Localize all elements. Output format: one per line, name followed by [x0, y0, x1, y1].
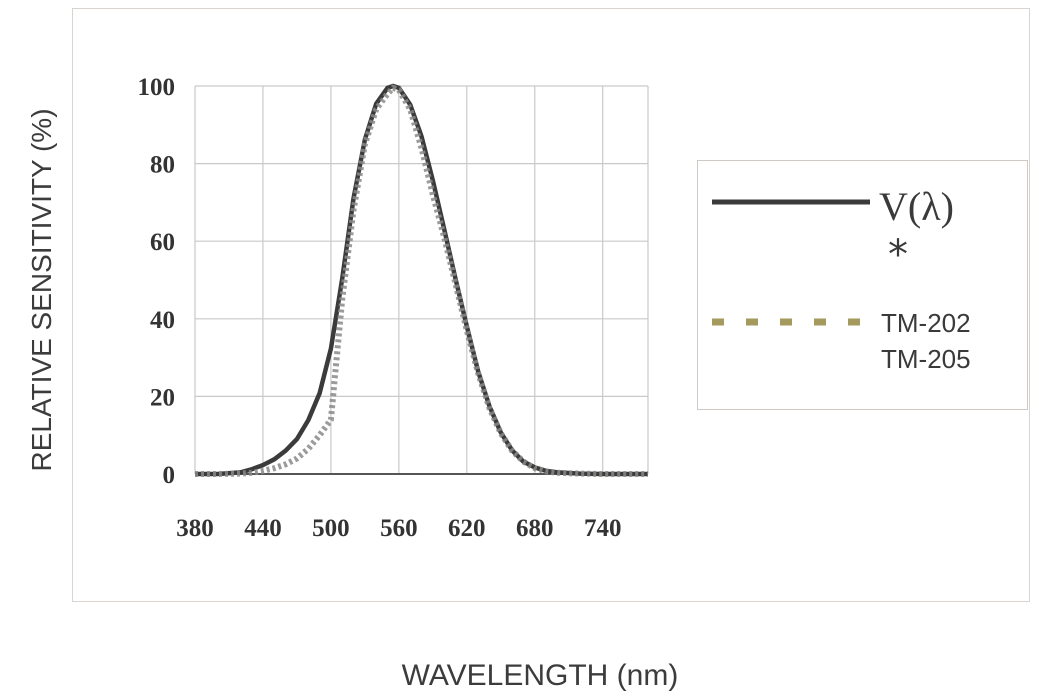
series-line-vlambda: [195, 83, 648, 477]
x-axis-label: WAVELENGTH (nm): [401, 659, 679, 692]
y-tick-labels: 0 20 40 60 80 100: [138, 74, 176, 489]
legend-tm202-label: TM-202: [881, 308, 971, 338]
chart-frame: [72, 8, 1030, 602]
x-tick-label: 500: [312, 515, 350, 542]
series-lines: [195, 83, 648, 477]
x-tick-label: 620: [448, 515, 486, 542]
y-tick-label: 20: [150, 384, 175, 411]
x-tick-label: 740: [584, 515, 622, 542]
x-tick-label: 680: [516, 515, 554, 542]
gridlines: [194, 85, 649, 475]
legend-asterisk: *: [888, 232, 908, 278]
legend-vlambda-label: V(λ): [879, 184, 954, 229]
x-tick-label: 560: [380, 515, 418, 542]
x-tick-labels: 380 440 500 560 620 680 740: [176, 515, 621, 542]
y-tick-label: 40: [150, 307, 175, 334]
x-tick-label: 440: [244, 515, 282, 542]
y-tick-label: 100: [138, 74, 176, 101]
series-line-tm: [195, 84, 648, 477]
y-tick-label: 80: [150, 152, 175, 179]
legend-tm205-label: TM-205: [881, 344, 971, 374]
legend-box: [697, 160, 1028, 410]
x-tick-label: 380: [176, 515, 214, 542]
y-tick-label: 0: [163, 462, 176, 489]
y-tick-label: 60: [150, 229, 175, 256]
